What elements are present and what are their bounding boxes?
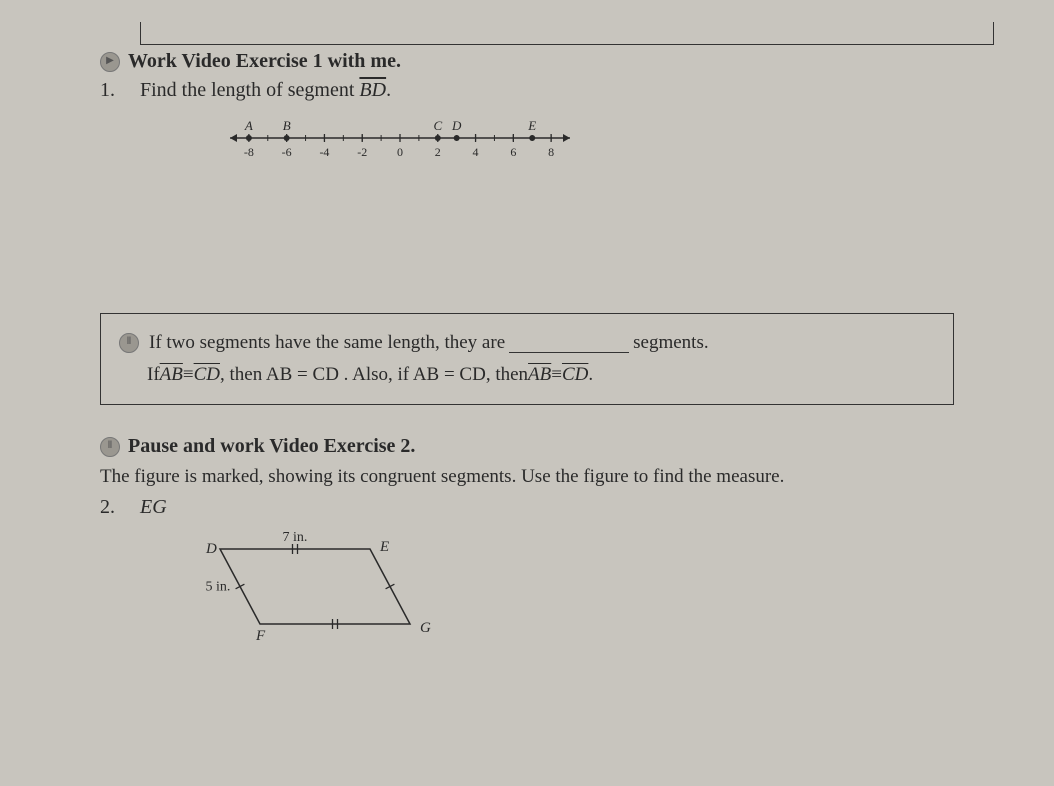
parallelogram-figure: D E G F 7 in. 5 in. xyxy=(180,529,440,649)
problem1-row: 1. Find the length of segment BD. xyxy=(100,79,954,102)
def-seg-ab: AB xyxy=(160,364,183,386)
svg-text:-8: -8 xyxy=(244,145,254,159)
definition-line1: Ⅱ If two segments have the same length, … xyxy=(119,332,935,354)
problem2-prompt: EG xyxy=(140,496,167,519)
definition-line1-suffix: segments. xyxy=(633,332,708,354)
play-icon: ▶ xyxy=(100,52,120,72)
svg-text:E: E xyxy=(527,118,536,133)
def-seg-cd: CD xyxy=(194,364,220,386)
definition-line2: If AB ≡ CD , then AB = CD . Also, if AB … xyxy=(147,364,935,386)
problem2-number: 2. xyxy=(100,496,140,519)
svg-text:A: A xyxy=(244,118,253,133)
def-seg-cd2: CD xyxy=(562,364,588,386)
def-p3: . xyxy=(588,364,593,386)
problem1-prompt: Find the length of segment BD. xyxy=(140,79,391,102)
def-cong1: ≡ xyxy=(183,364,194,386)
numberline-figure: -8 -6 -4 -2 0 2 4 6 8 A B CD E xyxy=(220,108,580,168)
problem1-prompt-suffix: . xyxy=(386,79,391,101)
definition-line1-prefix: If two segments have the same length, th… xyxy=(149,332,505,354)
def-p1: If xyxy=(147,364,160,386)
numberline-container: -8 -6 -4 -2 0 2 4 6 8 A B CD E xyxy=(220,108,954,173)
svg-text:-4: -4 xyxy=(319,145,329,159)
svg-text:G: G xyxy=(420,620,431,636)
svg-text:6: 6 xyxy=(510,145,516,159)
svg-text:D: D xyxy=(451,118,462,133)
problem1-prompt-prefix: Find the length of segment xyxy=(140,79,359,101)
pause-icon: Ⅱ xyxy=(119,333,139,353)
svg-text:7 in.: 7 in. xyxy=(283,530,308,545)
exercise1-heading: Work Video Exercise 1 with me. xyxy=(128,50,401,73)
top-border-rule xyxy=(140,22,994,45)
svg-text:E: E xyxy=(379,539,389,555)
definition-box: Ⅱ If two segments have the same length, … xyxy=(100,313,954,405)
svg-text:B: B xyxy=(283,118,291,133)
svg-text:0: 0 xyxy=(397,145,403,159)
fill-in-blank[interactable] xyxy=(509,333,629,353)
problem1-number: 1. xyxy=(100,79,140,102)
exercise1-heading-row: ▶ Work Video Exercise 1 with me. xyxy=(100,50,954,73)
exercise2-heading: Pause and work Video Exercise 2. xyxy=(128,435,415,458)
svg-text:2: 2 xyxy=(435,145,441,159)
svg-text:-2: -2 xyxy=(357,145,367,159)
problem2-row: 2. EG xyxy=(100,496,954,519)
exercise2-intro: The figure is marked, showing its congru… xyxy=(100,466,954,488)
svg-text:-6: -6 xyxy=(282,145,292,159)
svg-text:8: 8 xyxy=(548,145,554,159)
svg-text:F: F xyxy=(255,628,266,644)
def-cong2: ≡ xyxy=(551,364,562,386)
svg-text:C: C xyxy=(433,118,442,133)
exercise2-heading-row: Ⅱ Pause and work Video Exercise 2. xyxy=(100,435,954,458)
svg-text:4: 4 xyxy=(473,145,479,159)
pause-icon: Ⅱ xyxy=(100,437,120,457)
problem1-segment: BD xyxy=(359,79,386,101)
svg-text:D: D xyxy=(205,541,217,557)
svg-text:5 in.: 5 in. xyxy=(206,580,231,595)
exercise2-section: Ⅱ Pause and work Video Exercise 2. The f… xyxy=(100,435,954,654)
def-p2: , then AB = CD . Also, if AB = CD, then xyxy=(220,364,528,386)
parallelogram-container: D E G F 7 in. 5 in. xyxy=(180,529,954,654)
def-seg-ab2: AB xyxy=(528,364,551,386)
